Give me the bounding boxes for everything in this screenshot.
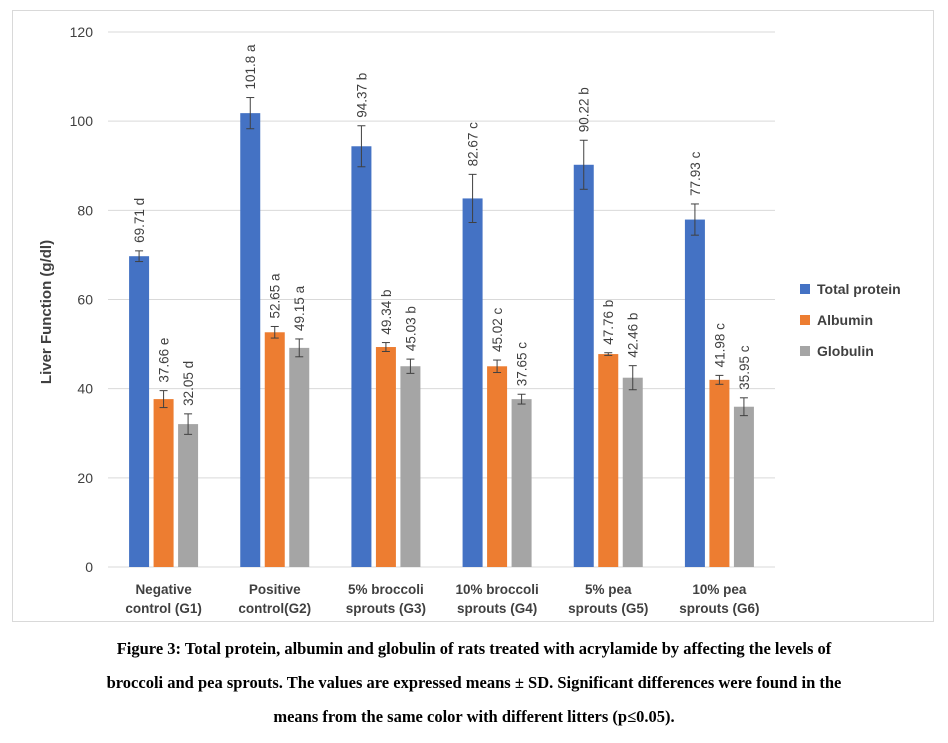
data-label: 49.34 b xyxy=(379,290,394,335)
x-category-label: Negative xyxy=(135,582,192,597)
caption-line-1: Figure 3: Total protein, albumin and glo… xyxy=(116,639,832,658)
bar xyxy=(733,406,754,567)
x-category-label: Positive xyxy=(249,582,301,597)
x-category-label: sprouts (G3) xyxy=(346,601,426,616)
bar xyxy=(351,146,372,567)
data-label: 90.22 b xyxy=(577,87,592,132)
data-label: 42.46 b xyxy=(626,313,641,358)
legend-label: Albumin xyxy=(817,312,873,328)
figure-caption: Figure 3: Total protein, albumin and glo… xyxy=(0,632,948,734)
y-tick-label: 40 xyxy=(77,381,93,397)
caption-line-3: means from the same color with different… xyxy=(273,707,675,726)
y-tick-label: 80 xyxy=(77,202,93,218)
y-axis-ticks: 0 20 40 60 80 100 120 xyxy=(70,24,94,575)
bar xyxy=(153,399,174,567)
bar xyxy=(511,399,532,567)
bar xyxy=(178,424,199,567)
y-tick-label: 60 xyxy=(77,292,93,308)
x-category-label: control (G1) xyxy=(125,601,202,616)
x-category-label: 5% broccoli xyxy=(348,582,424,597)
bar xyxy=(375,347,396,567)
bar xyxy=(709,379,730,567)
bar xyxy=(129,256,150,567)
bar xyxy=(598,354,619,567)
data-label: 41.98 c xyxy=(712,323,727,368)
x-axis-categories: Negative control (G1) Positive control(G2) 5… xyxy=(125,582,759,616)
x-category-label: 5% pea xyxy=(585,582,632,597)
legend-swatch xyxy=(800,284,810,294)
data-label: 35.95 c xyxy=(737,345,752,390)
bar xyxy=(622,377,643,567)
bar xyxy=(400,366,421,567)
data-label: 45.03 b xyxy=(403,306,418,351)
y-axis-title: Liver Function (g/dl) xyxy=(38,240,55,384)
data-label: 37.65 c xyxy=(515,342,530,387)
y-tick-label: 20 xyxy=(77,470,93,486)
y-tick-label: 0 xyxy=(85,559,93,575)
data-label: 45.02 c xyxy=(490,308,505,353)
bar xyxy=(264,332,285,567)
gridlines xyxy=(108,31,775,568)
x-category-label: sprouts (G6) xyxy=(679,601,759,616)
x-category-label: control(G2) xyxy=(238,601,311,616)
data-label: 77.93 c xyxy=(688,151,703,196)
data-label: 49.15 a xyxy=(292,285,307,331)
x-category-label: 10% pea xyxy=(692,582,747,597)
data-label: 94.37 b xyxy=(354,73,369,118)
bars xyxy=(129,113,754,568)
bar xyxy=(289,347,310,567)
data-label: 32.05 d xyxy=(181,361,196,406)
data-label: 101.8 a xyxy=(243,44,258,90)
x-category-label: sprouts (G5) xyxy=(568,601,648,616)
data-label: 37.66 e xyxy=(157,338,172,383)
data-label: 82.67 c xyxy=(466,122,481,167)
bar xyxy=(487,366,508,567)
y-tick-label: 100 xyxy=(70,113,94,129)
bar xyxy=(573,164,594,567)
caption-line-2: broccoli and pea sprouts. The values are… xyxy=(106,673,842,692)
y-tick-label: 120 xyxy=(70,24,94,40)
legend: Total protein Albumin Globulin xyxy=(800,281,901,359)
error-bars xyxy=(135,97,748,435)
legend-label: Total protein xyxy=(817,281,901,297)
data-label: 47.76 b xyxy=(601,300,616,345)
data-label: 52.65 a xyxy=(268,273,283,319)
legend-swatch xyxy=(800,346,810,356)
bar xyxy=(240,113,261,568)
data-label: 69.71 d xyxy=(132,198,147,243)
data-labels: 69.71 d 37.66 e 32.05 d 101.8 a 52.65 a 49.15… xyxy=(132,44,752,406)
bar xyxy=(462,198,483,568)
chart: 0 20 40 60 80 100 120 Negative control (G1) Posi… xyxy=(38,24,901,616)
bar xyxy=(684,219,705,568)
x-category-label: sprouts (G4) xyxy=(457,601,537,616)
x-category-label: 10% broccoli xyxy=(455,582,538,597)
legend-label: Globulin xyxy=(817,343,874,359)
legend-swatch xyxy=(800,315,810,325)
